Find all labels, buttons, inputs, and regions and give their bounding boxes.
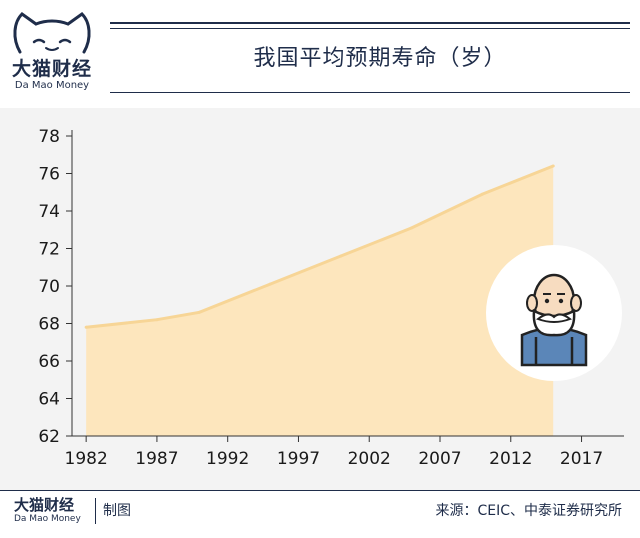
x-tick-label: 2002: [348, 449, 391, 469]
x-tick-label: 2017: [560, 449, 603, 469]
y-tick-label: 70: [38, 277, 60, 297]
life-expectancy-chart: 62 64 66 68 70 72 74 76 78 1982 1987 1992 1997 2002 20…: [38, 127, 624, 469]
data-point: [480, 192, 484, 196]
brand-logo: 大猫财经 Da Mao Money: [6, 8, 116, 100]
y-tick-label: 66: [38, 352, 60, 372]
y-tick-label: 76: [38, 165, 60, 185]
x-tick-label: 1982: [65, 449, 108, 469]
ear-left: [526, 294, 538, 312]
brand-name-cn: 大猫财经: [11, 58, 92, 80]
x-tick-label: 2007: [418, 449, 461, 469]
chart-panel: 62 64 66 68 70 72 74 76 78 1982 1987 1992 1997 2002 20…: [0, 108, 640, 490]
footer-separator: [95, 498, 96, 524]
header: 大猫财经 Da Mao Money 我国平均预期寿命（岁）: [0, 0, 640, 100]
footer: 大猫财经 Da Mao Money 制图 来源：CEIC、中泰证券研究所: [0, 490, 640, 538]
x-tick-label: 2012: [489, 449, 532, 469]
area-line: [86, 164, 554, 329]
y-tick-label: 68: [38, 315, 60, 335]
elderly-man-avatar-icon: [486, 245, 622, 381]
footer-brand-name-en: Da Mao Money: [14, 514, 81, 524]
data-point: [84, 325, 88, 329]
cat-face-icon: [13, 12, 91, 54]
footer-rule: [0, 490, 640, 491]
area-fill: [86, 166, 554, 436]
y-tick-label: 78: [38, 127, 60, 147]
top-rule-thin: [110, 28, 630, 29]
data-point: [551, 164, 555, 168]
eye-left: [544, 298, 550, 304]
title-underline: [110, 92, 630, 93]
ear-right: [570, 294, 582, 312]
chart-title: 我国平均预期寿命（岁）: [253, 46, 507, 71]
eye-right: [558, 298, 564, 304]
data-point: [410, 226, 414, 230]
y-tick-label: 62: [38, 427, 60, 447]
y-tick-label: 72: [38, 240, 60, 260]
top-rule-thick: [110, 22, 630, 24]
footer-source: 来源：CEIC、中泰证券研究所: [435, 503, 622, 519]
x-tick-label: 1997: [277, 449, 320, 469]
data-point: [268, 282, 272, 286]
x-tick-label: 1987: [135, 449, 178, 469]
data-point: [339, 254, 343, 258]
footer-made-by: 制图: [103, 503, 131, 519]
footer-brand-name-cn: 大猫财经: [14, 496, 75, 514]
x-tick-label: 1992: [206, 449, 249, 469]
brand-name-en: Da Mao Money: [14, 80, 90, 91]
y-tick-label: 74: [38, 202, 60, 222]
mustache: [536, 313, 572, 323]
y-tick-label: 64: [38, 390, 60, 410]
data-point: [197, 310, 201, 314]
data-point: [155, 318, 159, 322]
